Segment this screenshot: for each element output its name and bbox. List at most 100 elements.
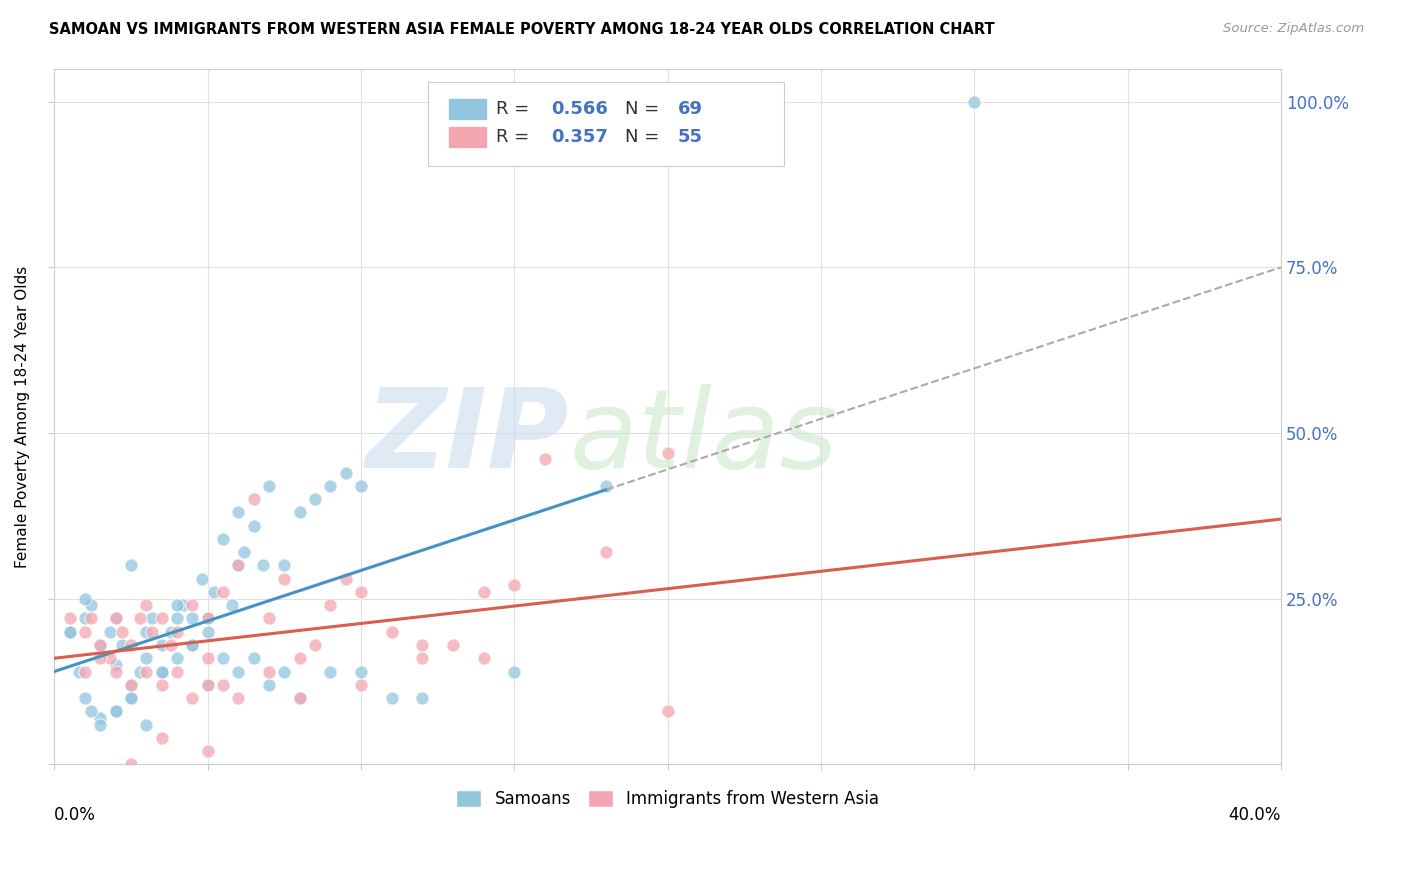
Point <box>472 651 495 665</box>
Point <box>319 479 342 493</box>
Point <box>252 558 274 573</box>
Legend: Samoans, Immigrants from Western Asia: Samoans, Immigrants from Western Asia <box>450 783 886 815</box>
FancyBboxPatch shape <box>429 82 785 166</box>
Point <box>411 638 433 652</box>
Point <box>111 638 134 652</box>
Point <box>135 599 157 613</box>
Point <box>202 585 225 599</box>
Point <box>257 611 280 625</box>
Point <box>150 678 173 692</box>
Point <box>98 624 121 639</box>
Point <box>304 638 326 652</box>
Point <box>150 611 173 625</box>
Point <box>89 638 111 652</box>
Point <box>150 638 173 652</box>
Point <box>166 624 188 639</box>
Text: R =: R = <box>496 100 534 118</box>
Point <box>503 578 526 592</box>
Point <box>273 572 295 586</box>
Point <box>197 611 219 625</box>
Point <box>104 704 127 718</box>
Point <box>141 611 163 625</box>
Point <box>350 665 373 679</box>
Point <box>212 678 235 692</box>
Point <box>242 518 264 533</box>
Point <box>111 624 134 639</box>
Point <box>181 611 204 625</box>
Point <box>226 665 249 679</box>
FancyBboxPatch shape <box>449 126 488 148</box>
Point <box>59 624 82 639</box>
Point <box>212 585 235 599</box>
Point <box>59 611 82 625</box>
Point <box>288 651 311 665</box>
Point <box>197 611 219 625</box>
Point <box>150 731 173 745</box>
Point <box>242 492 264 507</box>
Point <box>257 665 280 679</box>
Point <box>104 611 127 625</box>
Text: SAMOAN VS IMMIGRANTS FROM WESTERN ASIA FEMALE POVERTY AMONG 18-24 YEAR OLDS CORR: SAMOAN VS IMMIGRANTS FROM WESTERN ASIA F… <box>49 22 995 37</box>
Point <box>166 665 188 679</box>
Point <box>595 545 617 559</box>
Text: 40.0%: 40.0% <box>1229 806 1281 824</box>
Text: 0.357: 0.357 <box>551 128 607 145</box>
Point <box>80 599 103 613</box>
Text: 0.0%: 0.0% <box>55 806 96 824</box>
Point <box>411 691 433 706</box>
Point <box>197 678 219 692</box>
Point <box>181 638 204 652</box>
Point <box>472 585 495 599</box>
Point <box>335 466 357 480</box>
Point <box>67 665 90 679</box>
Point <box>197 678 219 692</box>
Point <box>350 479 373 493</box>
Point <box>242 651 264 665</box>
Point <box>273 558 295 573</box>
Text: N =: N = <box>624 100 665 118</box>
Point <box>381 691 404 706</box>
Point <box>135 717 157 731</box>
Point <box>197 744 219 758</box>
Text: ZIP: ZIP <box>366 384 569 491</box>
Point <box>120 691 142 706</box>
Text: 55: 55 <box>678 128 703 145</box>
Point <box>273 665 295 679</box>
Point <box>233 545 256 559</box>
Point <box>304 492 326 507</box>
Point <box>166 611 188 625</box>
Point <box>226 558 249 573</box>
Point <box>120 678 142 692</box>
Y-axis label: Female Poverty Among 18-24 Year Olds: Female Poverty Among 18-24 Year Olds <box>15 265 30 567</box>
Point <box>288 691 311 706</box>
Text: R =: R = <box>496 128 534 145</box>
Point <box>212 651 235 665</box>
Point <box>120 558 142 573</box>
Point <box>104 665 127 679</box>
Point <box>120 678 142 692</box>
Point <box>104 704 127 718</box>
Point <box>172 599 194 613</box>
Point <box>257 678 280 692</box>
Point <box>135 651 157 665</box>
Text: 0.566: 0.566 <box>551 100 607 118</box>
Point <box>657 704 679 718</box>
Point <box>135 624 157 639</box>
Point <box>120 691 142 706</box>
Point <box>441 638 464 652</box>
Point <box>657 446 679 460</box>
Point <box>212 532 235 546</box>
Text: Source: ZipAtlas.com: Source: ZipAtlas.com <box>1223 22 1364 36</box>
Point <box>80 704 103 718</box>
Point <box>160 624 183 639</box>
Point <box>120 638 142 652</box>
Point <box>221 599 243 613</box>
Point <box>335 572 357 586</box>
Point <box>226 558 249 573</box>
Point <box>411 651 433 665</box>
Point <box>963 95 986 109</box>
Point <box>104 657 127 672</box>
Point <box>319 665 342 679</box>
Point <box>381 624 404 639</box>
Point <box>226 506 249 520</box>
